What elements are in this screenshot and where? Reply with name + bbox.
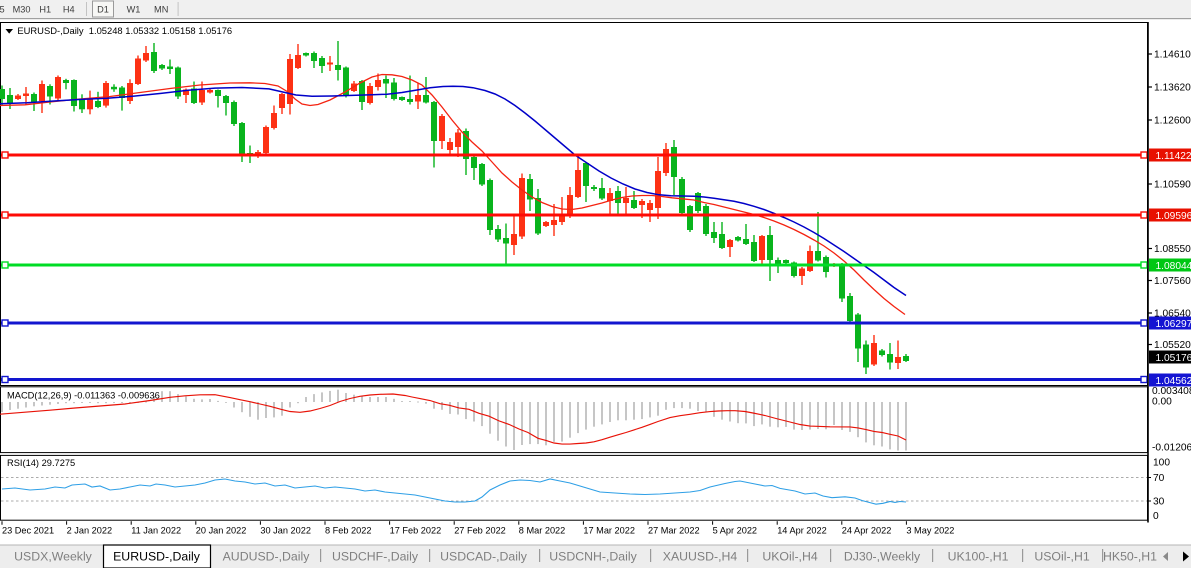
svg-text:USDCAD-,Daily: USDCAD-,Daily: [440, 550, 528, 564]
svg-text:0.003408: 0.003408: [1152, 386, 1191, 397]
svg-text:DJ30-,Weekly: DJ30-,Weekly: [844, 550, 921, 564]
svg-text:23 Dec 2021: 23 Dec 2021: [2, 526, 54, 536]
svg-text:USOil-,H1: USOil-,H1: [1034, 550, 1090, 564]
svg-text:100: 100: [1153, 458, 1170, 469]
svg-text:1.06297: 1.06297: [1156, 319, 1191, 330]
svg-text:14 Apr 2022: 14 Apr 2022: [777, 526, 827, 536]
svg-text:UK100-,H1: UK100-,H1: [948, 550, 1009, 564]
svg-text:AUDUSD-,Daily: AUDUSD-,Daily: [223, 550, 311, 564]
svg-text:5 Apr 2022: 5 Apr 2022: [713, 526, 757, 536]
svg-text:MACD(12,26,9) -0.011363 -0.009: MACD(12,26,9) -0.011363 -0.009636: [7, 391, 160, 401]
svg-text:-0.012066: -0.012066: [1152, 443, 1191, 454]
svg-text:8 Feb 2022: 8 Feb 2022: [325, 526, 372, 536]
svg-text:1.08044: 1.08044: [1156, 261, 1191, 272]
svg-text:1.07560: 1.07560: [1154, 276, 1191, 287]
svg-text:HK50-,H1: HK50-,H1: [1103, 550, 1157, 564]
svg-text:USDX,Weekly: USDX,Weekly: [14, 550, 93, 564]
svg-text:RSI(14) 29.7275: RSI(14) 29.7275: [7, 458, 75, 468]
svg-text:1.05520: 1.05520: [1154, 340, 1191, 351]
svg-text:USDCNH-,Daily: USDCNH-,Daily: [549, 550, 637, 564]
svg-text:70: 70: [1153, 473, 1165, 484]
svg-text:EURUSD-,Daily 1.05248 1.05332: EURUSD-,Daily 1.05248 1.05332 1.05158 1.…: [17, 25, 232, 36]
svg-text:11 Jan 2022: 11 Jan 2022: [131, 526, 181, 536]
svg-text:20 Jan 2022: 20 Jan 2022: [196, 526, 247, 536]
svg-text:1.04562: 1.04562: [1156, 376, 1191, 387]
svg-text:1.08550: 1.08550: [1154, 244, 1191, 255]
svg-text:30: 30: [1153, 497, 1165, 508]
svg-text:H4: H4: [63, 5, 75, 15]
svg-text:1.10590: 1.10590: [1154, 180, 1191, 191]
svg-text:0: 0: [1153, 511, 1159, 522]
svg-text:1.13620: 1.13620: [1154, 83, 1191, 94]
svg-text:1.14610: 1.14610: [1154, 50, 1191, 61]
svg-text:1.11422: 1.11422: [1156, 151, 1191, 162]
svg-text:EURUSD-,Daily: EURUSD-,Daily: [113, 550, 201, 564]
svg-text:1.06540: 1.06540: [1154, 309, 1191, 320]
svg-text:27 Mar 2022: 27 Mar 2022: [648, 526, 700, 536]
svg-text:USDCHF-,Daily: USDCHF-,Daily: [332, 550, 419, 564]
svg-text:1.09596: 1.09596: [1156, 211, 1191, 222]
svg-text:UKOil-,H4: UKOil-,H4: [762, 550, 818, 564]
svg-text:27 Feb 2022: 27 Feb 2022: [454, 526, 506, 536]
svg-text:0.00: 0.00: [1152, 397, 1172, 408]
svg-text:24 Apr 2022: 24 Apr 2022: [842, 526, 892, 536]
svg-text:M30: M30: [13, 5, 31, 15]
svg-text:3 May 2022: 3 May 2022: [906, 526, 954, 536]
svg-text:1.05176: 1.05176: [1156, 353, 1191, 364]
svg-text:XAUUSD-,H4: XAUUSD-,H4: [663, 550, 738, 564]
svg-text:H1: H1: [39, 5, 51, 15]
svg-text:1.12600: 1.12600: [1154, 116, 1191, 127]
svg-text:MN: MN: [154, 5, 168, 15]
svg-text:5: 5: [0, 5, 5, 15]
svg-text:W1: W1: [127, 5, 141, 15]
svg-text:17 Mar 2022: 17 Mar 2022: [583, 526, 635, 536]
svg-text:30 Jan 2022: 30 Jan 2022: [260, 526, 311, 536]
svg-text:17 Feb 2022: 17 Feb 2022: [390, 526, 442, 536]
svg-text:8 Mar 2022: 8 Mar 2022: [519, 526, 565, 536]
svg-text:D1: D1: [97, 5, 109, 15]
svg-text:2 Jan 2022: 2 Jan 2022: [67, 526, 112, 536]
